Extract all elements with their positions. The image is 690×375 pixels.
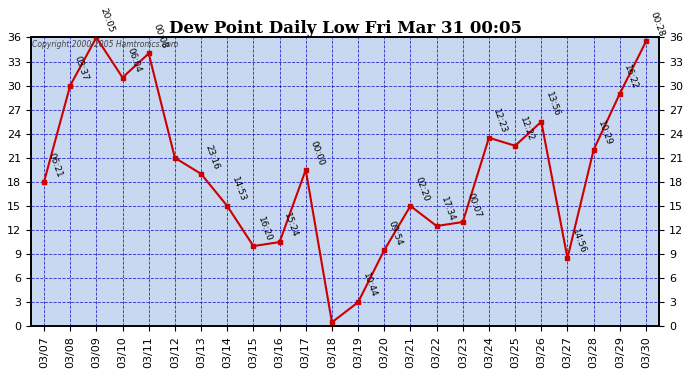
- Title: Dew Point Daily Low Fri Mar 31 00:05: Dew Point Daily Low Fri Mar 31 00:05: [168, 20, 522, 37]
- Text: 10:44: 10:44: [361, 272, 378, 299]
- Text: 20:05: 20:05: [99, 7, 116, 34]
- Text: 23:16: 23:16: [204, 143, 221, 171]
- Text: 17:34: 17:34: [440, 195, 457, 223]
- Text: 00:28: 00:28: [649, 11, 666, 38]
- Text: Copyright 2000-2005 Hamtronics.com: Copyright 2000-2005 Hamtronics.com: [32, 40, 179, 50]
- Text: 12:22: 12:22: [518, 116, 535, 142]
- Text: 14:53: 14:53: [230, 176, 247, 203]
- Text: 00:00: 00:00: [308, 139, 326, 166]
- Text: 10:29: 10:29: [596, 119, 613, 147]
- Text: 03:37: 03:37: [72, 55, 90, 82]
- Text: 06:21: 06:21: [47, 152, 64, 178]
- Text: 16:20: 16:20: [256, 216, 273, 243]
- Text: 16:22: 16:22: [622, 63, 640, 90]
- Text: 13:56: 13:56: [544, 91, 561, 118]
- Text: 12:23: 12:23: [491, 107, 509, 135]
- Text: 15:24: 15:24: [282, 212, 299, 239]
- Text: 02:20: 02:20: [413, 176, 431, 203]
- Text: 09:54: 09:54: [387, 220, 404, 247]
- Text: 06:04: 06:04: [125, 47, 142, 74]
- Text: 14:56: 14:56: [570, 228, 587, 255]
- Text: 00:07: 00:07: [465, 191, 483, 219]
- Text: 00:08: 00:08: [151, 23, 168, 50]
